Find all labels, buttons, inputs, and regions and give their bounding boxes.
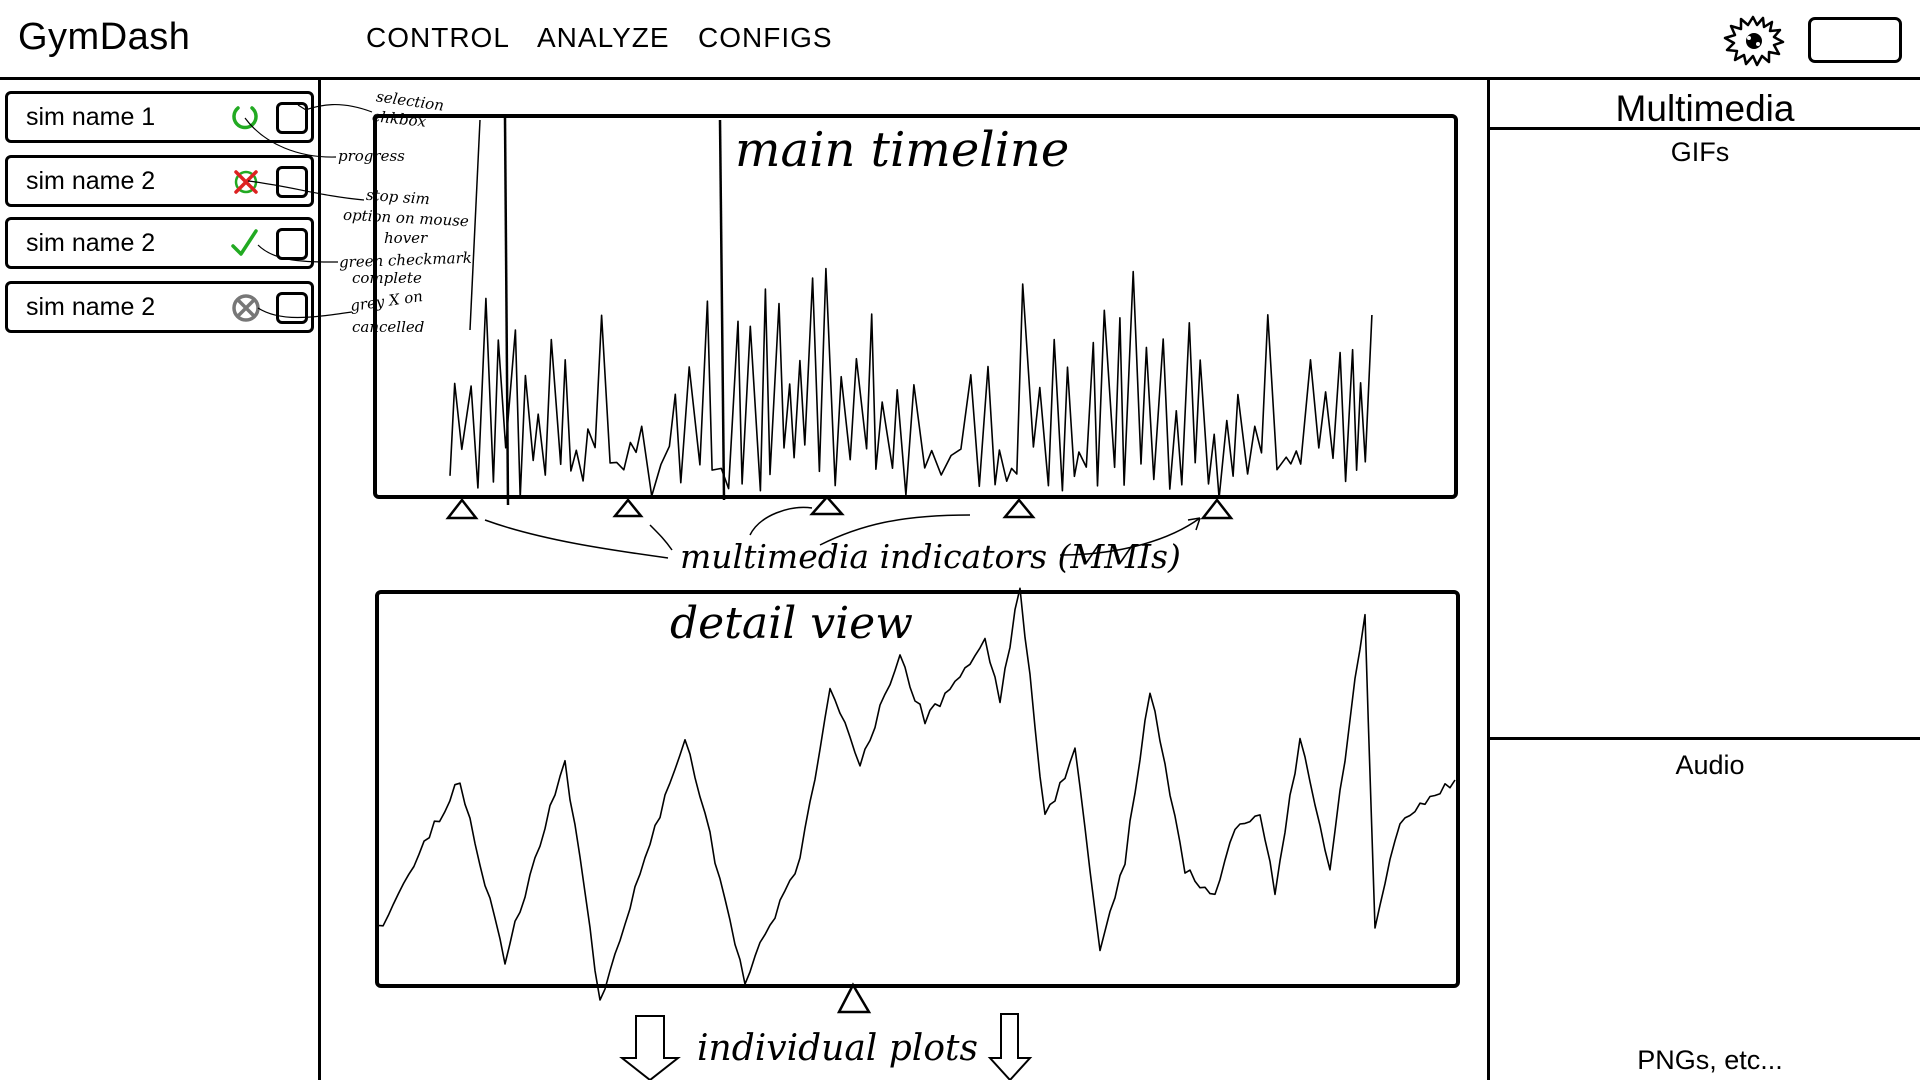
multimedia-divider	[1487, 80, 1490, 1080]
audio-label: Audio	[1675, 750, 1745, 780]
multimedia-title: Multimedia	[1615, 88, 1795, 129]
annotation-progress: progress	[338, 147, 405, 165]
selection-checkbox[interactable]	[276, 292, 308, 324]
app-title: GymDash	[18, 16, 191, 58]
sidebar-divider	[318, 80, 321, 1080]
selection-checkbox[interactable]	[276, 228, 308, 260]
selection-checkbox[interactable]	[276, 102, 308, 134]
progress-spinner-icon	[232, 106, 258, 130]
stop-x-icon[interactable]	[230, 166, 262, 198]
sim-name: sim name 2	[26, 229, 156, 257]
grey-x-circle-icon	[232, 294, 260, 322]
sim-name: sim name 1	[26, 103, 156, 131]
nav-control[interactable]: CONTROL	[366, 22, 510, 53]
nav-configs[interactable]: CONFIGS	[698, 22, 833, 53]
sim-name: sim name 2	[26, 293, 156, 321]
gear-icon[interactable]	[1722, 14, 1786, 68]
pngs-label: PNGs, etc...	[1637, 1045, 1783, 1075]
mmi-label: multimedia indicators (MMIs)	[680, 537, 1181, 576]
multimedia-title-rule	[1490, 127, 1920, 130]
detail-view-label: detail view	[670, 598, 913, 649]
annotation-cancelled: cancelled	[352, 318, 425, 336]
top-nav-bar: GymDash CONTROL ANALYZE CONFIGS	[0, 0, 1920, 80]
sim-name: sim name 2	[26, 167, 156, 195]
annotation-complete: complete	[352, 269, 422, 287]
mmi-marker-icon[interactable]	[612, 498, 644, 518]
mmi-marker-icon[interactable]	[1200, 497, 1234, 520]
mmi-marker-icon[interactable]	[1002, 498, 1036, 519]
main-timeline-label: main timeline	[735, 122, 1070, 178]
selection-checkbox[interactable]	[276, 166, 308, 198]
nav-analyze[interactable]: ANALYZE	[537, 22, 670, 53]
sim-list-item[interactable]: sim name 2	[5, 281, 314, 333]
account-button[interactable]	[1808, 17, 1902, 63]
individual-plots-label: individual plots	[697, 1028, 978, 1069]
mmi-marker-icon[interactable]	[809, 495, 845, 516]
mmi-marker-icon[interactable]	[445, 497, 479, 520]
sim-list-item[interactable]: sim name 2	[5, 155, 314, 207]
detail-view-panel[interactable]	[375, 590, 1460, 988]
annotation-hover: hover	[384, 229, 428, 247]
sim-list-item[interactable]: sim name 1	[5, 91, 314, 143]
mmi-marker-icon[interactable]	[836, 982, 872, 1014]
sim-list-item[interactable]: sim name 2	[5, 217, 314, 269]
green-checkmark-icon	[231, 229, 258, 256]
media-section-divider	[1490, 737, 1920, 740]
gifs-label: GIFs	[1670, 137, 1730, 167]
